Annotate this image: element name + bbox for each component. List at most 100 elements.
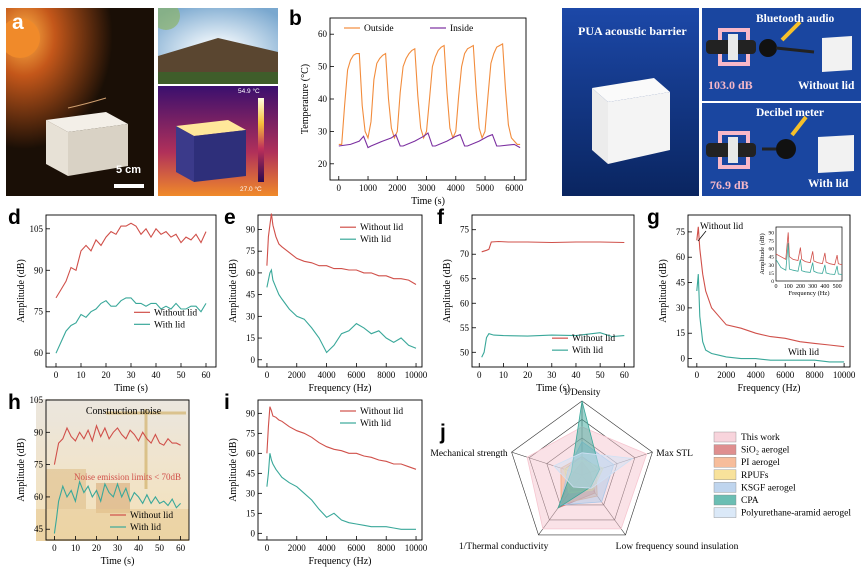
series-line-with-lid <box>696 274 845 363</box>
inset-series-line <box>775 232 843 266</box>
series-line-with-lid <box>55 297 207 354</box>
annotation-arrow <box>697 230 707 242</box>
radar-legend-swatch <box>713 469 737 480</box>
legend-label: Without lid <box>360 407 403 417</box>
scale-label: 5 cm <box>116 164 142 176</box>
y-tick-label: 50 <box>460 347 470 357</box>
y-tick-label: 45 <box>34 524 44 534</box>
radar-legend-label: SiO₂ aerogel <box>741 446 790 456</box>
photo-c-with-lid: Decibel meter 76.9 dB With lid <box>702 103 861 196</box>
x-tick-label: 20 <box>102 370 112 380</box>
x-tick-label: 20 <box>92 543 102 553</box>
construction-illustration <box>36 409 189 541</box>
radar-legend-swatch <box>713 431 737 443</box>
y-axis-label: Amplitude (dB) <box>16 438 27 502</box>
inset-y-tick-label: 75 <box>769 239 775 245</box>
x-tick-label: 10 <box>499 370 509 380</box>
x-tick-label: 2000 <box>717 370 736 380</box>
photo-a-sunlight-house <box>158 8 278 84</box>
y-tick-label: 70 <box>460 249 470 259</box>
photo-a-illustration <box>6 8 154 196</box>
inset-x-tick-label: 200 <box>796 284 805 290</box>
y-tick-label: 75 <box>676 227 686 237</box>
chart-d: 0 10 20 30 40 50 60 60 75 90 105 Time (s) Amplitude … <box>16 214 217 394</box>
plot-frame <box>687 214 851 368</box>
x-tick-label: 10000 <box>405 543 428 553</box>
series-line-without-lid <box>696 226 845 348</box>
series-line-without-lid <box>53 424 181 465</box>
inset-y-tick-label: 45 <box>769 255 775 261</box>
x-tick-label: 5000 <box>476 183 495 193</box>
without-lid-illustration <box>702 8 861 101</box>
legend-label: With lid <box>572 346 603 356</box>
legend-label: With lid <box>154 320 185 330</box>
x-axis-label: Time (s) <box>536 383 570 394</box>
radar-axis-label: Low frequency sound insulation <box>616 541 739 552</box>
panel-label-f: f <box>437 206 444 229</box>
x-tick-label: 4000 <box>318 370 337 380</box>
y-tick-label: 0 <box>681 354 686 364</box>
y-axis-label: Amplitude (dB) <box>658 259 669 323</box>
thermal-illustration <box>158 86 278 196</box>
x-tick-label: 50 <box>155 543 165 553</box>
y-tick-label: 45 <box>246 290 256 300</box>
chart-f: 0 10 20 30 40 50 60 50 55 60 65 70 75 Time (s) Amplitu… <box>442 214 635 394</box>
y-tick-label: 30 <box>246 311 256 321</box>
legend-label: Without lid <box>360 223 403 233</box>
inset-x-label: Frequency (Hz) <box>789 290 830 297</box>
chart-h: 0 10 20 30 40 50 60 45 60 75 90 105 Time (s) Amplitud… <box>16 395 190 567</box>
construction-site-photo <box>36 399 189 541</box>
radar-legend-label: This work <box>741 433 780 443</box>
inset-y-tick-label: 60 <box>769 247 775 253</box>
x-tick-label: 10 <box>77 370 87 380</box>
panel-label-a: a <box>12 11 24 34</box>
y-tick-label: 60 <box>34 348 44 358</box>
radar-legend-label: KSGF aerogel <box>741 483 796 493</box>
radar-legend-swatch <box>713 482 737 493</box>
x-axis-label: Frequency (Hz) <box>308 383 371 394</box>
heat-lamp <box>6 18 40 58</box>
legend-label: Outside <box>364 24 394 34</box>
radar-axis-label: 1/Density <box>564 388 601 398</box>
photo-sun-illustration <box>158 8 278 84</box>
x-tick-label: 40 <box>152 370 162 380</box>
radar-legend-swatch <box>713 494 737 506</box>
annotation-with-lid: With lid <box>788 348 819 358</box>
radar-legend-swatch <box>713 507 737 518</box>
x-tick-label: 10000 <box>405 370 428 380</box>
x-tick-label: 60 <box>620 370 630 380</box>
chart-g: 0 2000 4000 6000 8000 1000001530456075Frequen… <box>658 214 856 394</box>
inset-x-tick-label: 500 <box>833 284 842 290</box>
x-axis-label: Frequency (Hz) <box>737 383 800 394</box>
plot-frame <box>471 214 635 368</box>
y-tick-label: 60 <box>460 298 470 308</box>
inset-y-tick-label: 30 <box>769 263 775 269</box>
x-tick-label: 6000 <box>347 543 366 553</box>
inset-x-tick-label: 400 <box>820 284 829 290</box>
x-tick-label: 0 <box>52 543 57 553</box>
plot-frame <box>45 214 217 368</box>
y-axis-label: Amplitude (dB) <box>16 259 27 323</box>
radar-legend-label: PI aerogel <box>741 458 780 468</box>
x-tick-label: 4000 <box>747 370 766 380</box>
x-tick-label: 50 <box>596 370 606 380</box>
legend-label: Without lid <box>154 308 197 318</box>
chart-i: 0 2000 4000 6000 8000 10000 0 15 30 45 60 75 90 Frequ… <box>228 399 428 567</box>
chart-b: 0 1000 2000 3000 4000 5000 6000 20 30 40 50 60 Time … <box>300 17 527 207</box>
x-axis-label: Time (s) <box>101 556 135 567</box>
legend-label: With lid <box>360 419 391 429</box>
radar-axis-label: Max STL <box>656 449 693 459</box>
legend-label: Without lid <box>130 511 173 521</box>
x-tick-label: 8000 <box>806 370 825 380</box>
plot-frame <box>257 399 423 541</box>
y-tick-label: 15 <box>246 508 256 518</box>
pua-title: PUA acoustic barrier <box>578 24 687 38</box>
inset-y-tick-label: 90 <box>769 230 775 236</box>
panel-label-e: e <box>224 206 236 229</box>
inset-x-tick-label: 100 <box>784 284 793 290</box>
photo-a-thermal-image: 54.9 °C 27.0 °C <box>158 86 278 196</box>
legend-label: Without lid <box>572 334 615 344</box>
series-line-inside <box>338 132 521 149</box>
y-tick-label: 60 <box>34 492 44 502</box>
